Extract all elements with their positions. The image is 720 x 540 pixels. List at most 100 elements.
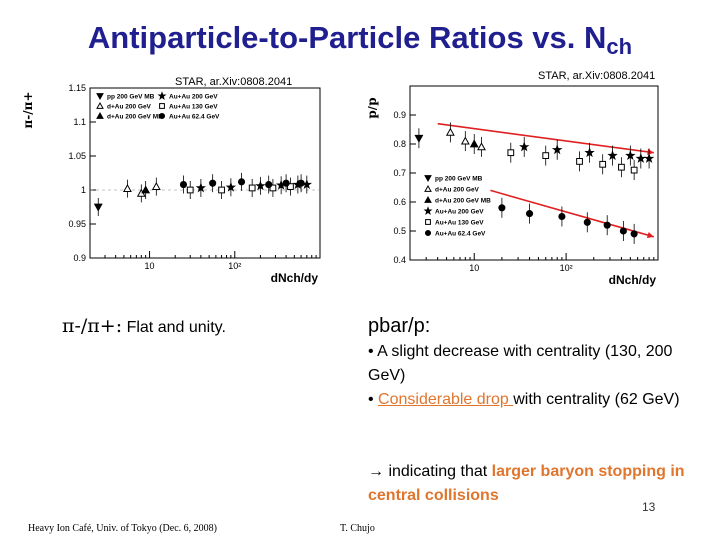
legend-label: d+Au 200 GeV MB	[435, 198, 491, 205]
legend-label: Au+Au 200 GeV	[435, 209, 484, 216]
y-tick-label: 0.8	[393, 139, 406, 149]
legend-marker	[96, 93, 104, 101]
pion-symbols: π-/π+:	[62, 315, 123, 337]
data-point	[643, 152, 655, 163]
x-axis-label: dNch/dy	[609, 273, 657, 287]
legend-label: Au+Au 130 GeV	[435, 220, 484, 227]
reference-left: STAR, ar.Xiv:0808.2041	[175, 76, 293, 88]
data-point	[195, 182, 206, 193]
legend-marker	[424, 229, 432, 237]
data-point	[287, 183, 294, 190]
x-tick-label: 10	[145, 261, 155, 271]
y-tick-label: 0.5	[393, 226, 406, 236]
y-tick-label: 1.15	[68, 83, 86, 93]
y-axis-label: p̄/p	[368, 97, 379, 118]
right-arrow-icon: →	[368, 463, 384, 480]
data-point	[619, 227, 627, 235]
legend-label: pp 200 GeV MB	[435, 176, 483, 183]
legend-marker	[96, 101, 104, 109]
data-point	[265, 181, 273, 189]
title-main: Antiparticle-to-Particle Ratios vs. N	[87, 20, 607, 55]
data-point	[599, 160, 607, 168]
pion-ratio-plot: 0.9 0.95 1 1.05 1.1 1.15 10 10² dNch/dy π-/π+ pp 2…	[21, 83, 321, 285]
data-point	[469, 139, 479, 148]
legend-label: d+Au 200 GeV	[107, 104, 152, 111]
legend-label: d+Au 200 GeV MB	[107, 114, 163, 121]
pbar-bullet-2-rest: with centrality (62 GeV)	[513, 391, 680, 408]
x-tick-label: 10	[469, 263, 479, 273]
pion-note-text: Flat and unity.	[126, 319, 226, 336]
data-point	[630, 230, 638, 238]
data-point	[151, 181, 161, 190]
data-point	[507, 149, 515, 157]
data-point	[607, 150, 618, 161]
y-tick-label: 1	[81, 185, 86, 195]
plot-frame	[89, 87, 321, 259]
pbar-note-title: pbar/p:	[368, 315, 431, 337]
pbar-bullet-2-prefix: •	[368, 391, 379, 408]
data-point	[618, 163, 625, 171]
y-tick-label: 1.1	[73, 117, 86, 127]
considerable-drop-link[interactable]: Considerable drop	[378, 391, 514, 408]
data-point	[186, 186, 194, 194]
legend-marker	[96, 111, 104, 119]
legend-marker	[158, 112, 166, 120]
data-point	[525, 210, 534, 218]
y-tick-label: 0.9	[393, 110, 406, 120]
title-subscript: ch	[606, 34, 633, 59]
data-point	[93, 203, 103, 212]
legend-marker	[424, 184, 432, 192]
legend-marker	[424, 195, 432, 203]
legend-label: Au+Au 62.4 GeV	[169, 114, 220, 121]
data-point	[551, 144, 563, 155]
x-tick-label: 10²	[228, 261, 241, 271]
legend-label: pp 200 GeV MB	[107, 94, 155, 101]
trend-arrow	[437, 122, 654, 154]
y-tick-label: 0.6	[393, 197, 406, 207]
data-point	[558, 212, 566, 221]
data-point	[255, 180, 266, 191]
legend-marker	[425, 219, 431, 225]
legend-label: Au+Au 130 GeV	[169, 104, 218, 111]
data-point	[179, 181, 188, 189]
legend-marker	[423, 206, 433, 215]
y-tick-label: 0.9	[73, 253, 86, 263]
x-tick-label: 10²	[560, 263, 573, 273]
pbar-p-ratio-plot: 0.4 0.5 0.6 0.7 0.8 0.9 10 10² dNch/dy p̄/p pp 200…	[368, 85, 659, 287]
data-point	[225, 181, 237, 192]
data-point	[282, 179, 290, 187]
footer-left: Heavy Ion Café, Univ. of Tokyo (Dec. 6, …	[28, 523, 217, 534]
legend-marker	[424, 175, 432, 183]
x-axis-label: dNch/dy	[271, 271, 319, 285]
data-point	[414, 134, 424, 143]
footer-right: T. Chujo	[340, 523, 375, 534]
pbar-bullet-1: • A slight decrease with centrality (130…	[368, 343, 673, 384]
trend-arrowhead	[646, 232, 654, 239]
data-point	[237, 178, 246, 186]
data-point	[460, 136, 470, 145]
data-point	[603, 221, 611, 229]
trend-arrow	[490, 189, 655, 238]
data-point	[445, 127, 455, 136]
y-tick-label: 0.95	[68, 219, 86, 229]
legend-label: d+Au 200 GeV	[435, 187, 480, 194]
data-point	[141, 185, 151, 194]
page-number: 13	[642, 500, 656, 514]
pion-note: π-/π+: Flat and unity.	[62, 315, 226, 337]
data-point	[248, 184, 256, 192]
reference-right: STAR, ar.Xiv:0808.2041	[538, 70, 656, 82]
y-tick-label: 0.7	[393, 168, 406, 178]
pbar-note: pbar/p: • A slight decrease with central…	[368, 314, 708, 412]
data-point	[519, 141, 530, 152]
legend-marker	[157, 91, 167, 100]
data-point	[218, 186, 225, 194]
conclusion: → indicating that larger baryon stopping…	[368, 460, 708, 508]
data-point	[122, 184, 132, 193]
data-point	[209, 179, 217, 187]
conclusion-highlight: larger baryon stopping in central collis…	[368, 463, 685, 504]
data-point	[576, 158, 583, 165]
pbar-bullet-2: • Considerable drop with centrality (62 …	[368, 388, 708, 412]
data-point	[498, 204, 506, 212]
y-tick-label: 0.4	[393, 255, 406, 265]
data-point	[269, 184, 277, 192]
